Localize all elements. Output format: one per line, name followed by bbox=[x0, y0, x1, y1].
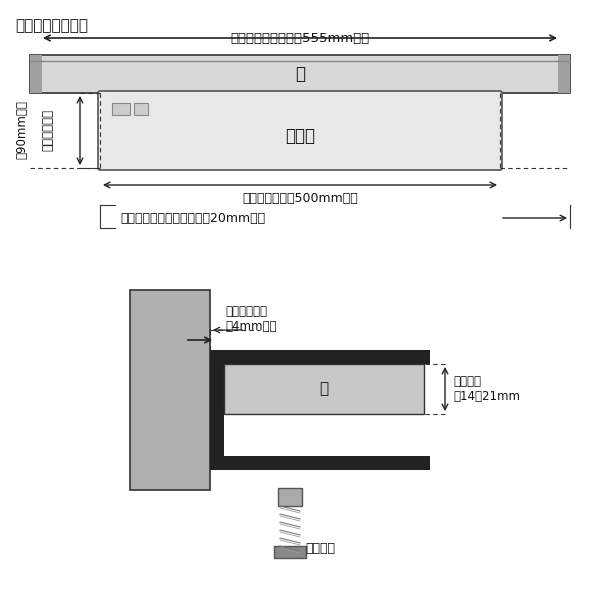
Text: 棚の幅（内寸）：約555mm以上: 棚の幅（内寸）：約555mm以上 bbox=[230, 31, 370, 44]
Bar bbox=[558, 55, 570, 93]
Bar bbox=[134, 103, 148, 115]
Text: ライトの幅：約500mm以下: ライトの幅：約500mm以下 bbox=[242, 191, 358, 205]
Bar bbox=[274, 546, 306, 558]
FancyBboxPatch shape bbox=[98, 91, 502, 170]
Text: ライトの高さ: ライトの高さ bbox=[41, 109, 55, 151]
Text: 内壁とライトまでの幅：約20mm以上: 内壁とライトまでの幅：約20mm以上 bbox=[120, 211, 265, 224]
Bar bbox=[112, 103, 130, 115]
Bar bbox=[30, 55, 570, 93]
Bar bbox=[224, 364, 424, 414]
Text: 棚: 棚 bbox=[319, 382, 329, 397]
Text: ライト: ライト bbox=[285, 127, 315, 145]
Text: 約90mm以下: 約90mm以下 bbox=[16, 101, 29, 160]
Text: 棚の厚み
約14～21mm: 棚の厚み 約14～21mm bbox=[453, 375, 520, 403]
Text: 〈対応棚サイズ〉: 〈対応棚サイズ〉 bbox=[15, 18, 88, 33]
Bar bbox=[278, 488, 302, 506]
Text: 調節ネジ: 調節ネジ bbox=[305, 541, 335, 554]
Bar bbox=[210, 350, 430, 364]
Bar bbox=[210, 350, 224, 470]
Bar bbox=[130, 290, 210, 490]
Text: 棚と扉の隙間
約4mm以上: 棚と扉の隙間 約4mm以上 bbox=[225, 305, 277, 333]
Bar bbox=[30, 55, 42, 93]
Bar bbox=[210, 456, 430, 470]
Text: 棚: 棚 bbox=[295, 65, 305, 83]
